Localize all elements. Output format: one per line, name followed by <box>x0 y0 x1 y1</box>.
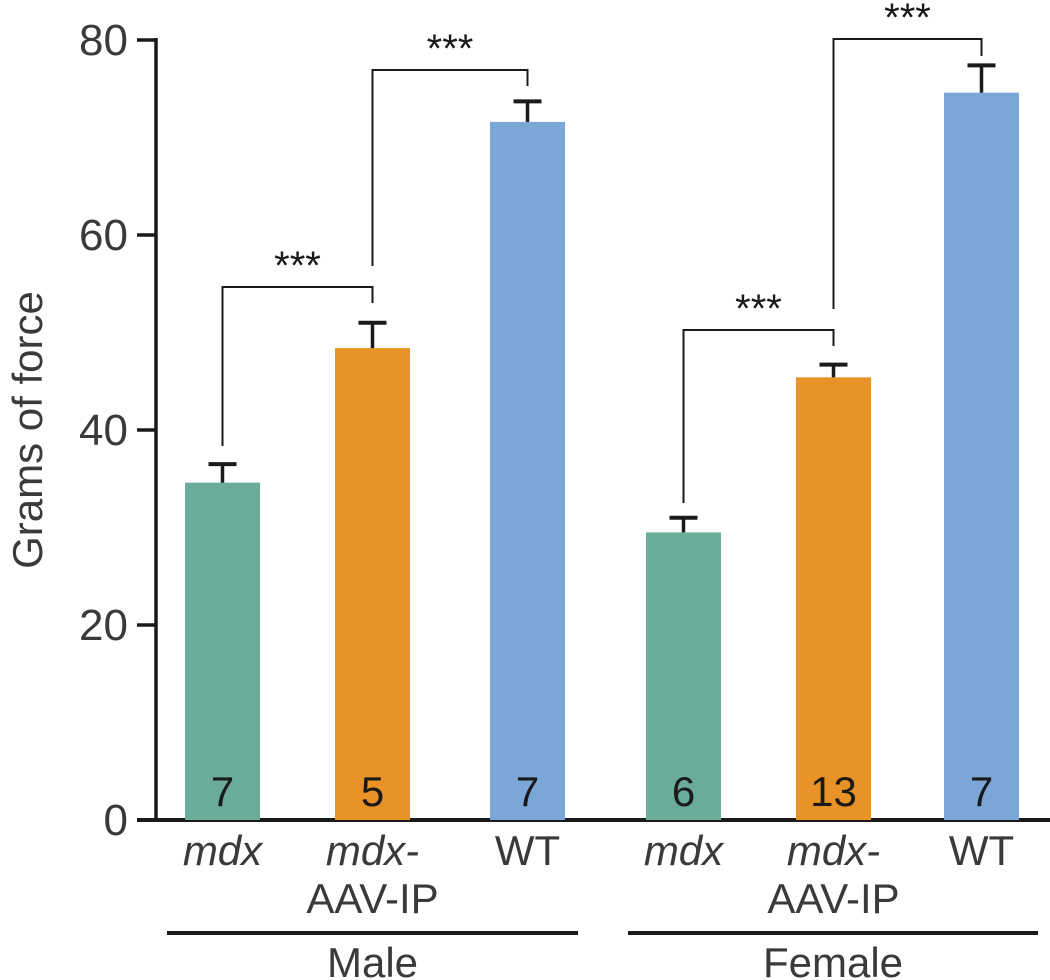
bar-n-label: 7 <box>211 768 234 815</box>
bar <box>335 348 410 820</box>
category-label: mdx- <box>326 827 419 874</box>
bar <box>185 482 260 820</box>
significance-label: *** <box>884 0 931 40</box>
category-label: mdx <box>183 827 264 874</box>
significance-bracket <box>371 69 529 266</box>
y-tick-label: 0 <box>104 796 128 845</box>
significance-label: *** <box>735 287 782 331</box>
y-tick-label: 60 <box>79 211 128 260</box>
category-label: mdx- <box>787 827 880 874</box>
category-label-line2: AAV-IP <box>306 875 438 922</box>
bar-n-label: 6 <box>672 768 695 815</box>
bar-n-label: 7 <box>516 768 539 815</box>
significance-bracket <box>682 329 835 503</box>
y-tick-label: 80 <box>79 16 128 65</box>
bar-n-label: 5 <box>361 768 384 815</box>
bar <box>944 92 1019 820</box>
group-label: Male <box>327 939 418 980</box>
bar-n-label: 7 <box>970 768 993 815</box>
y-tick-label: 20 <box>79 601 128 650</box>
significance-label: *** <box>427 27 474 71</box>
category-label: WT <box>495 827 560 874</box>
y-tick-label: 40 <box>79 406 128 455</box>
category-label-line2: AAV-IP <box>767 875 899 922</box>
category-label: mdx <box>644 827 725 874</box>
significance-bracket <box>832 38 983 309</box>
bar <box>490 121 565 820</box>
significance-label: *** <box>274 244 321 288</box>
y-axis-label: Grams of force <box>4 291 51 569</box>
bar <box>646 532 721 820</box>
bar <box>796 377 871 820</box>
category-label: WT <box>949 827 1014 874</box>
significance-bracket <box>221 286 374 446</box>
group-label: Female <box>763 939 903 980</box>
bar-n-label: 13 <box>810 768 857 815</box>
